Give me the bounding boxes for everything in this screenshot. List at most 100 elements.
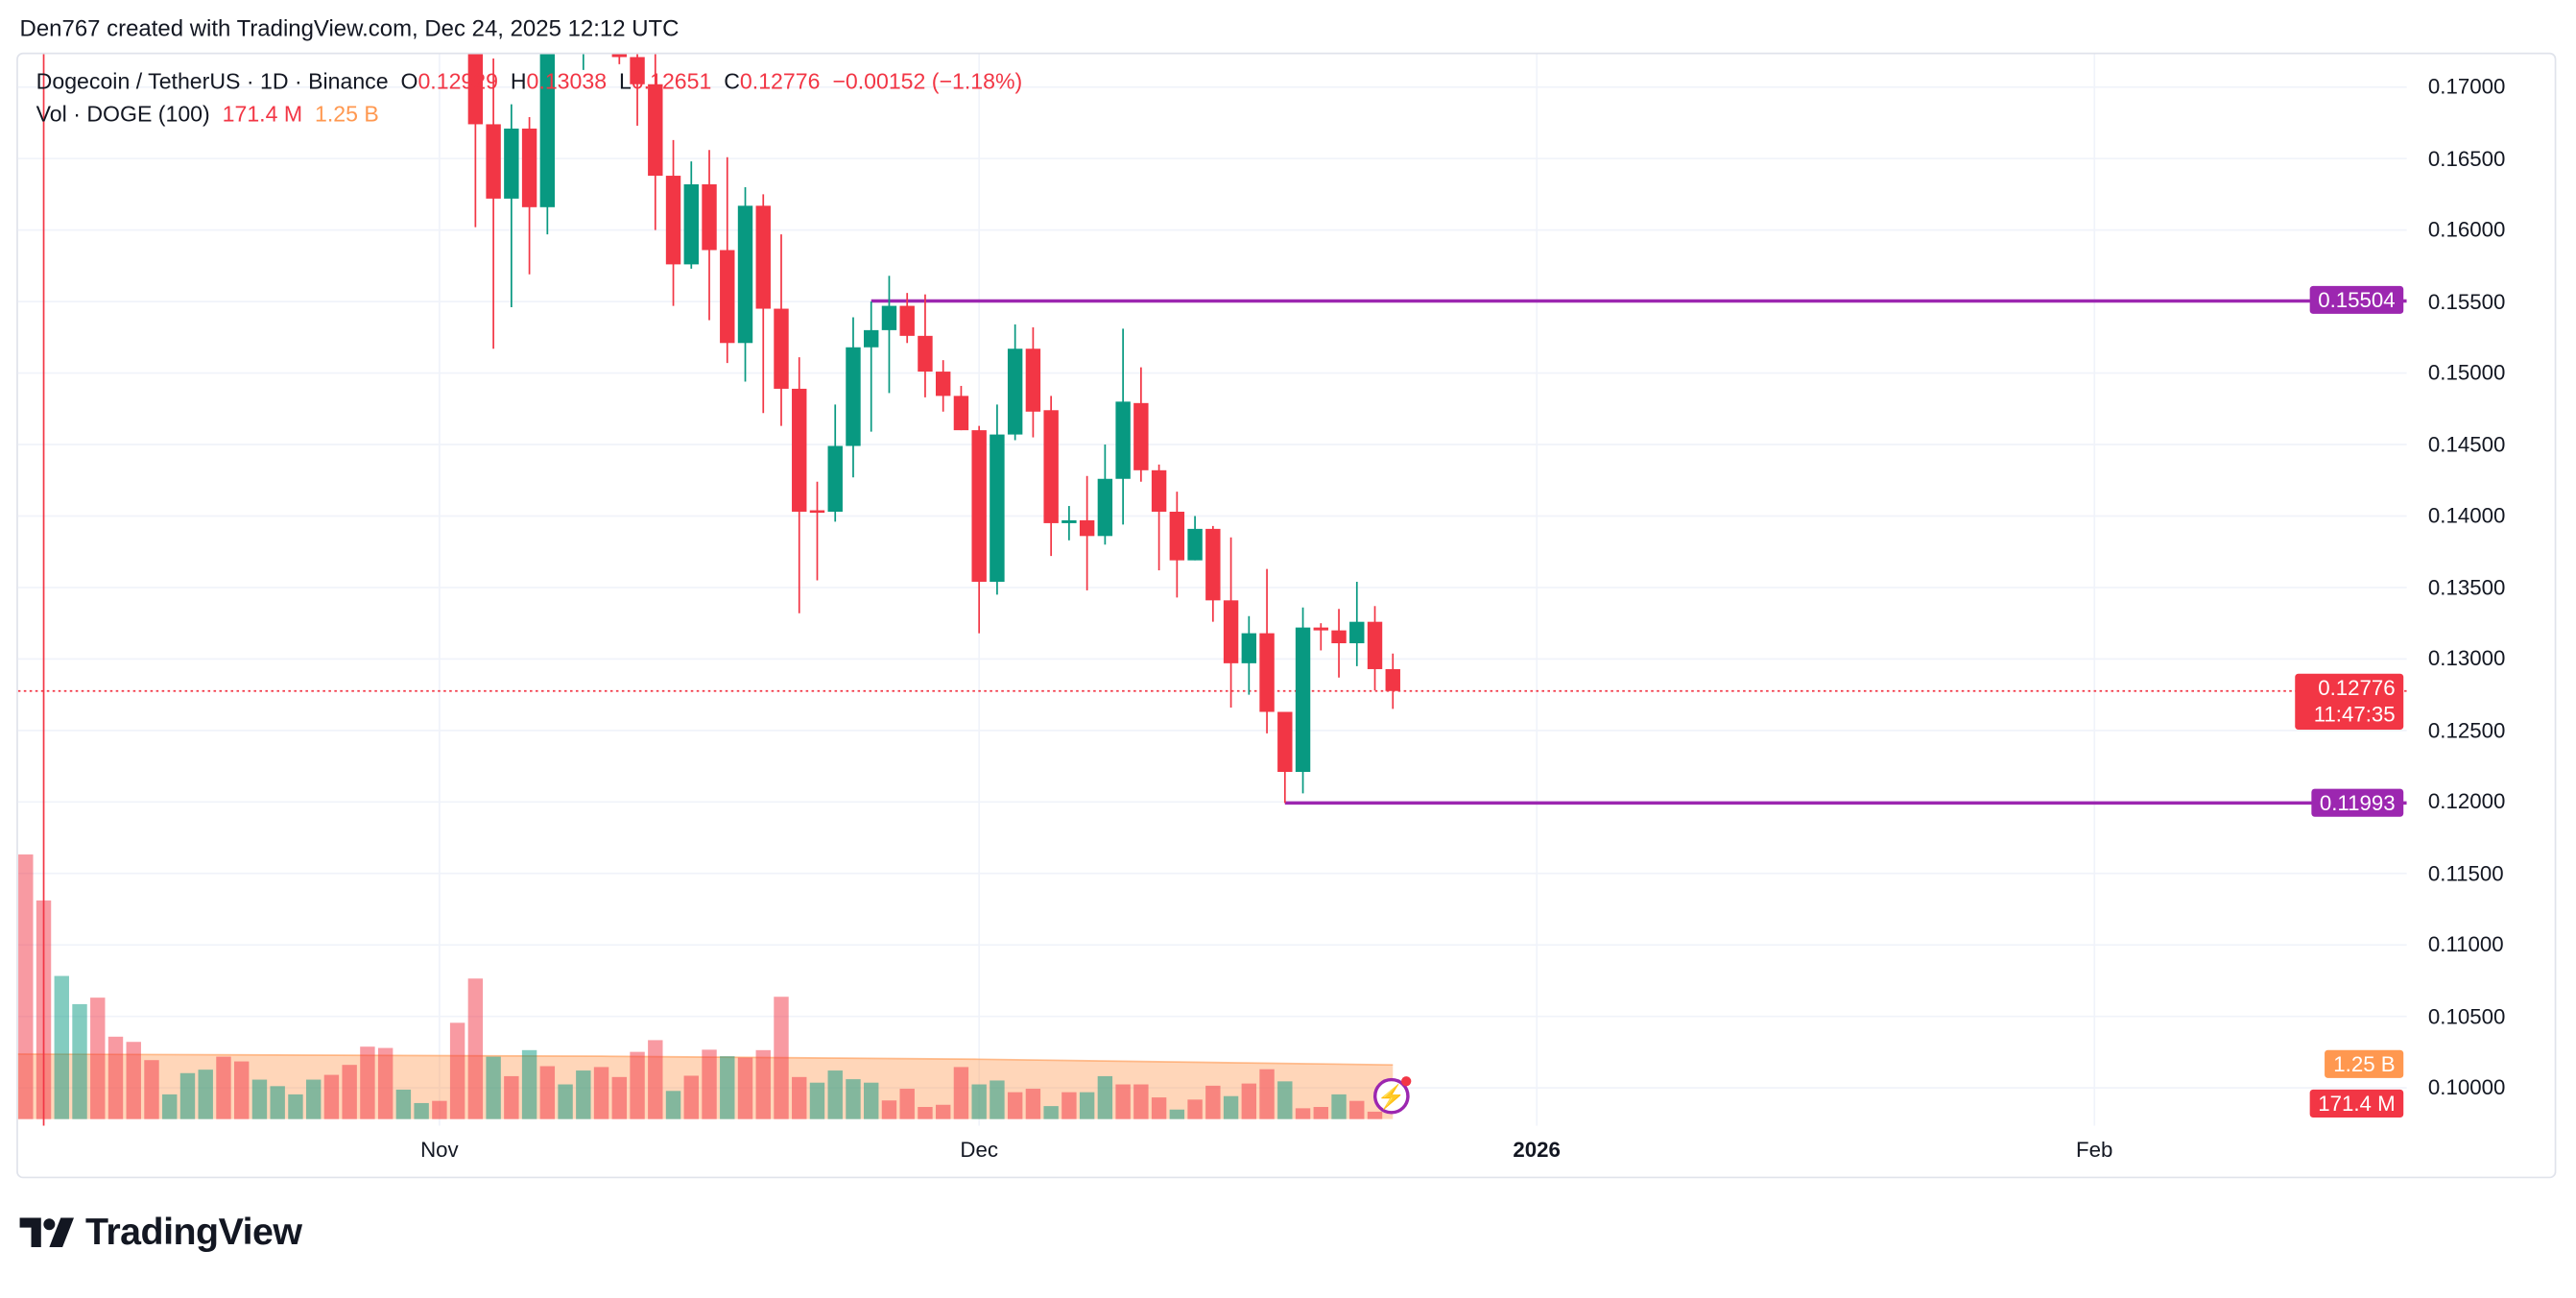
volume-bar (216, 1056, 231, 1119)
volume-bar (737, 1057, 753, 1119)
candle-body (881, 305, 897, 330)
volume-bar (288, 1094, 303, 1119)
volume-bar (1025, 1089, 1041, 1119)
logo-text: TradingView (85, 1209, 302, 1253)
time-tick-label: 2026 (1513, 1137, 1561, 1163)
volume-bar (323, 1074, 340, 1119)
candle-body (755, 205, 771, 309)
open-value: 0.12929 (417, 68, 498, 94)
volume-bar (395, 1089, 412, 1119)
volume-bar (18, 854, 34, 1119)
close-label: C (724, 68, 740, 94)
volume-bar (648, 1040, 663, 1119)
candle-body (720, 250, 735, 344)
volume-bar (1205, 1085, 1221, 1119)
volume-ma-line (17, 1053, 1394, 1067)
volume-bar (54, 975, 69, 1119)
candle-body (630, 57, 645, 84)
low-label: L (618, 68, 632, 94)
candle-body (846, 347, 861, 446)
volume-bar (558, 1084, 573, 1119)
volume-bar (1187, 1099, 1203, 1119)
candle-body (1277, 711, 1293, 773)
candle-body (1097, 478, 1113, 537)
volume-bar (1151, 1097, 1167, 1119)
volume-bar (539, 1066, 556, 1119)
candle-body (611, 54, 628, 58)
volume-bar (162, 1094, 178, 1119)
volume-bar (1133, 1084, 1149, 1119)
candle-body (1133, 402, 1149, 470)
volume-bar (971, 1084, 987, 1119)
volume-title[interactable]: Vol · DOGE (100) (36, 102, 210, 127)
tradingview-logo[interactable]: TradingView (19, 1209, 302, 1254)
volume-bar (881, 1100, 897, 1119)
candle-body (1385, 668, 1400, 691)
candle-body (1259, 633, 1275, 712)
volume-bar (179, 1072, 196, 1119)
price-tick-label: 0.12500 (2427, 717, 2506, 742)
ohlc-legend: Dogecoin / TetherUS · 1D · Binance O0.12… (36, 69, 1023, 94)
candle-body (1007, 349, 1023, 435)
volume-bar (1367, 1111, 1383, 1119)
candle-body (864, 329, 879, 348)
candle-body (935, 372, 951, 397)
price-tick-label: 0.16500 (2427, 145, 2506, 171)
volume-ma-value: 1.25 B (314, 102, 379, 127)
candle-body (1169, 512, 1185, 561)
level-tag-resistance: 0.15504 (2309, 286, 2404, 315)
symbol-title[interactable]: Dogecoin / TetherUS · 1D · Binance (36, 68, 389, 94)
change-value: −0.00152 (−1.18%) (832, 68, 1023, 94)
chart-frame (16, 52, 2557, 1179)
volume-bar (1061, 1092, 1077, 1119)
notification-dot-icon (1401, 1076, 1412, 1087)
candle-body (774, 308, 789, 389)
volume-value: 171.4 M (222, 102, 303, 127)
volume-bar (467, 978, 484, 1119)
volume-legend: Vol · DOGE (100) 171.4 M 1.25 B (36, 102, 379, 127)
price-tick-label: 0.16000 (2427, 216, 2506, 242)
volume-bar (720, 1056, 735, 1119)
high-value: 0.13038 (526, 68, 608, 94)
volume-bar (630, 1051, 645, 1119)
volume-bar (449, 1022, 465, 1119)
price-tick-label: 0.10500 (2427, 1002, 2506, 1028)
volume-bar (305, 1079, 322, 1119)
time-tick-label: Dec (960, 1137, 998, 1163)
volume-ma-area (17, 1053, 1394, 1119)
candle-body (953, 396, 969, 431)
volume-bar (1313, 1107, 1328, 1119)
volume-bar (1223, 1095, 1239, 1119)
open-label: O (400, 68, 418, 94)
price-tick-label: 0.14500 (2427, 431, 2506, 456)
volume-bar (899, 1089, 915, 1119)
volume-bar (90, 998, 106, 1119)
volume-bar (1007, 1092, 1023, 1119)
volume-bar (1241, 1083, 1257, 1119)
candle-body (1367, 621, 1383, 669)
volume-bar (414, 1102, 429, 1119)
volume-bar (1043, 1106, 1059, 1119)
candle-body (1079, 519, 1095, 537)
price-tick-label: 0.10000 (2427, 1074, 2506, 1100)
lightning-icon[interactable]: ⚡ (1372, 1076, 1412, 1115)
volume-bar (486, 1056, 501, 1119)
volume-bar (342, 1065, 357, 1119)
volume-bar (846, 1079, 861, 1119)
volume-bar (683, 1075, 699, 1119)
price-tick-label: 0.15500 (2427, 288, 2506, 314)
volume-bar (360, 1046, 375, 1119)
volume-bar (251, 1079, 268, 1119)
volume-bar (1277, 1081, 1293, 1119)
candle-body (702, 183, 717, 251)
volume-bar (953, 1067, 969, 1119)
candle-body (648, 84, 663, 177)
volume-bar (809, 1082, 825, 1119)
candle-body (665, 176, 681, 265)
candle-body (1115, 401, 1131, 479)
time-tick-label: Nov (420, 1137, 459, 1163)
candle-body (792, 388, 807, 513)
candle-body (1349, 621, 1365, 644)
